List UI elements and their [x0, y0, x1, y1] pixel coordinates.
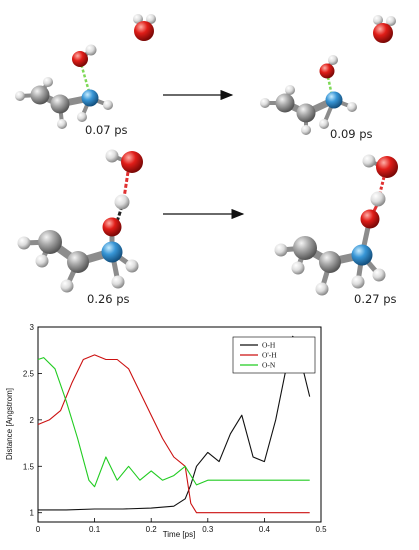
- legend-label: O-N: [262, 361, 276, 370]
- x-tick-label: 0.2: [146, 525, 158, 534]
- time-label-0-07ps: 0.07 ps: [85, 123, 128, 137]
- distance-chart: 0 0.1 0.2 0.3 0.4 0.5 1 1.5 2 2.5 3 Time [ps] Dis…: [5, 323, 327, 539]
- hydroxylamine-molecule: [17, 171, 139, 293]
- series-line-o-n: [37, 357, 310, 488]
- time-label-0-26ps: 0.26 ps: [87, 292, 130, 306]
- y-tick-label: 1: [30, 509, 35, 518]
- x-tick-label: 0: [36, 525, 41, 534]
- water-molecule: [373, 15, 396, 43]
- legend-label: O'-H: [262, 351, 277, 360]
- y-tick-label: 1.5: [23, 462, 35, 471]
- y-axis-label: Distance [Angstrom]: [5, 388, 14, 460]
- snapshot-0-26ps: 0.26 ps: [17, 149, 143, 306]
- x-tick-label: 0.1: [89, 525, 101, 534]
- legend: O-HO'-HO-N: [232, 336, 316, 374]
- water-molecule: [362, 154, 398, 178]
- x-axis: 0 0.1 0.2 0.3 0.4 0.5: [36, 518, 327, 534]
- water-molecule: [133, 14, 156, 41]
- time-label-0-09ps: 0.09 ps: [330, 127, 373, 141]
- time-label-0-27ps: 0.27 ps: [354, 292, 397, 306]
- y-tick-label: 3: [30, 323, 35, 332]
- x-tick-label: 0.3: [202, 525, 214, 534]
- series-line-o-h: [37, 354, 310, 514]
- snapshot-0-27ps: 0.27 ps: [274, 154, 398, 306]
- water-molecule: [105, 149, 143, 173]
- legend-box: [232, 336, 316, 374]
- x-tick-label: 0.5: [315, 525, 327, 534]
- hydroxylamine-molecule: [15, 44, 113, 129]
- legend-label: O-H: [262, 341, 276, 350]
- molecule-snapshots: 0.07 ps: [15, 14, 398, 306]
- snapshot-0-07ps: 0.07 ps: [15, 14, 156, 137]
- y-tick-label: 2: [30, 416, 35, 425]
- hydroxylamine-molecule: [260, 55, 357, 135]
- x-axis-label: Time [ps]: [163, 530, 196, 539]
- x-tick-label: 0.4: [259, 525, 271, 534]
- hydroxylamine-molecule: [274, 176, 386, 296]
- y-tick-label: 2.5: [23, 369, 35, 378]
- y-axis: 1 1.5 2 2.5 3: [23, 323, 42, 518]
- snapshot-0-09ps: 0.09 ps: [260, 15, 396, 141]
